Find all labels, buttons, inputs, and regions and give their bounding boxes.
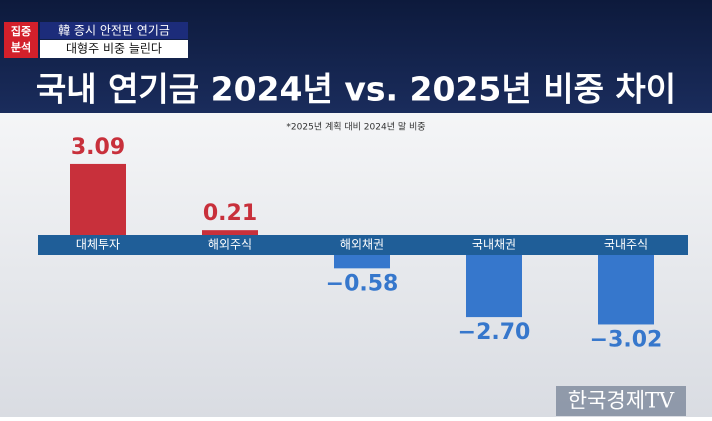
category-label: 해외채권 — [340, 238, 384, 252]
bar — [598, 255, 654, 325]
bar — [70, 163, 126, 235]
bar — [334, 255, 390, 269]
category-band — [38, 235, 688, 255]
category-label: 대체투자 — [76, 238, 120, 252]
category-label: 국내주식 — [604, 238, 648, 252]
category-label: 해외주식 — [208, 238, 252, 252]
bar — [202, 230, 258, 235]
value-label: −2.70 — [458, 320, 531, 345]
logo-box — [556, 386, 686, 416]
value-label: −0.58 — [326, 271, 399, 296]
bar — [466, 255, 522, 318]
headline-box — [40, 22, 188, 39]
logo: 한국경제TV — [568, 389, 675, 413]
chart-subtitle: *2025년 계획 대비 2024년 말 비중 — [286, 121, 425, 133]
headline: 韓 증시 안전판 연기금 — [58, 24, 170, 38]
value-label: 0.21 — [203, 201, 257, 226]
chart-title: 국내 연기금 2024년 vs. 2025년 비중 차이 — [36, 70, 676, 109]
headline-box — [40, 40, 188, 58]
badge — [4, 22, 38, 58]
value-label: −3.02 — [590, 327, 663, 352]
badge-text: 집중 — [11, 24, 31, 38]
badge-text: 분석 — [11, 40, 31, 54]
category-label: 국내채권 — [472, 238, 516, 252]
headline: 대형주 비중 늘린다 — [66, 42, 162, 56]
value-label: 3.09 — [71, 135, 125, 160]
